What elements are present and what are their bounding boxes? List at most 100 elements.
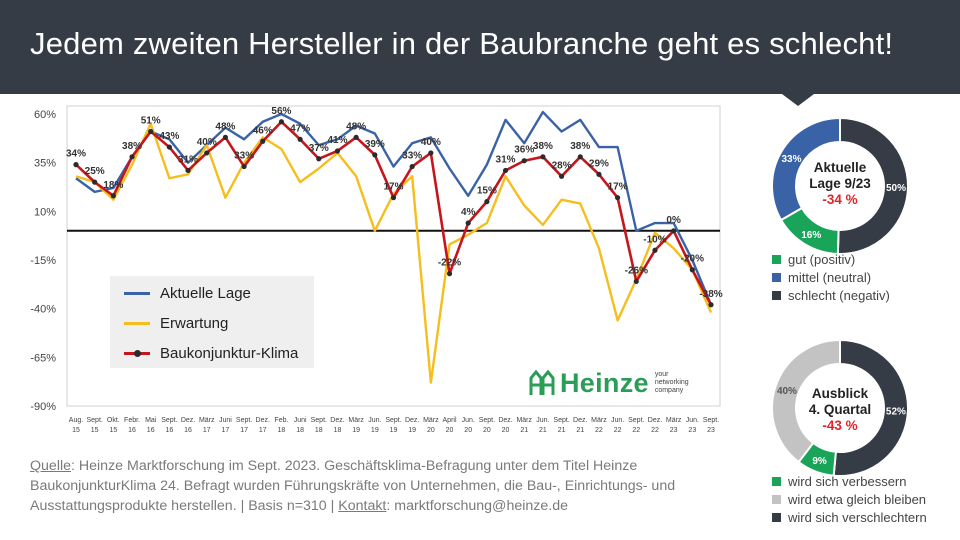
logo-wordmark: Heinze xyxy=(560,367,649,398)
y-tick-label: -40% xyxy=(30,304,56,316)
series-point-baukonjunktur-klima xyxy=(615,195,621,201)
donut-slice-label: 9% xyxy=(812,456,827,467)
series-point-baukonjunktur-klima xyxy=(465,220,471,226)
legend-item-verschlechtern: wird sich verschlechtern xyxy=(772,508,927,526)
data-label: 46% xyxy=(253,125,273,136)
legend-label: gut (positiv) xyxy=(788,251,856,267)
data-label: 33% xyxy=(402,151,422,162)
data-label: 17% xyxy=(383,182,403,193)
x-tick-label: Jun. xyxy=(686,417,699,424)
y-tick-label: 10% xyxy=(34,206,56,218)
data-label: 40% xyxy=(197,137,217,148)
data-label: 41% xyxy=(327,135,347,146)
series-point-baukonjunktur-klima xyxy=(540,154,546,160)
data-label: 39% xyxy=(365,139,385,150)
series-line-aktuelle-lage xyxy=(75,110,713,306)
data-label: -10% xyxy=(643,234,666,245)
donut-outlook-center: Ausblick 4. Quartal -43 % xyxy=(770,386,910,434)
x-tick-label: 20 xyxy=(446,427,454,434)
series-point-baukonjunktur-klima xyxy=(390,195,397,201)
series-point-baukonjunktur-klima xyxy=(185,167,191,174)
data-label: 38% xyxy=(533,141,553,152)
x-tick-label: 19 xyxy=(371,427,379,434)
header-bar: Jedem zweiten Hersteller in der Baubranc… xyxy=(0,0,960,94)
series-point-baukonjunktur-klima xyxy=(166,144,172,150)
source-note: Quelle: Heinze Marktforschung im Sept. 2… xyxy=(30,456,720,516)
x-tick-label: März xyxy=(199,417,215,424)
series-point-baukonjunktur-klima xyxy=(110,193,116,199)
x-tick-label: 18 xyxy=(334,427,342,434)
x-tick-label: März xyxy=(348,417,364,424)
legend-item-gleich: wird etwa gleich bleiben xyxy=(772,490,927,508)
series-point-baukonjunktur-klima xyxy=(708,302,714,308)
donut-slice xyxy=(832,338,910,477)
data-label: 33% xyxy=(234,151,254,162)
series-point-baukonjunktur-klima xyxy=(222,134,229,140)
series-point-baukonjunktur-klima xyxy=(596,171,602,177)
x-tick-label: 19 xyxy=(352,427,360,434)
donut-slice xyxy=(836,116,909,255)
data-label: -38% xyxy=(699,289,722,300)
y-tick-label: -90% xyxy=(30,401,56,413)
chart-legend: Aktuelle Lage Erwartung Baukonjunktur-Kl… xyxy=(110,276,314,368)
x-tick-label: Jun. xyxy=(368,417,381,424)
donut-slice-label: 16% xyxy=(801,230,821,241)
donut-outlook-title-2: 4. Quartal xyxy=(808,402,872,417)
y-tick-label: -15% xyxy=(30,255,56,267)
series-point-baukonjunktur-klima xyxy=(297,136,303,142)
series-point-baukonjunktur-klima xyxy=(689,267,695,273)
x-tick-label: 23 xyxy=(707,427,715,434)
legend-swatch xyxy=(772,476,781,486)
x-tick-label: Sept. xyxy=(385,417,401,424)
x-tick-label: Sept. xyxy=(553,417,569,424)
x-tick-label: 16 xyxy=(128,427,136,434)
series-point-baukonjunktur-klima xyxy=(633,278,639,285)
series-point-baukonjunktur-klima xyxy=(502,167,509,174)
data-label: 29% xyxy=(589,158,609,169)
data-label: 40% xyxy=(421,137,441,148)
x-tick-label: Febr. xyxy=(124,417,140,424)
data-label: 48% xyxy=(346,121,366,132)
x-tick-label: Jun. xyxy=(462,417,475,424)
donut-current-title-1: Aktuelle xyxy=(813,160,867,175)
x-tick-label: Dez. xyxy=(256,417,270,424)
data-label: -26% xyxy=(625,265,648,276)
heinze-logo: Heinze your networking company xyxy=(527,366,701,400)
x-tick-label: 15 xyxy=(72,427,80,434)
series-point-baukonjunktur-klima xyxy=(671,228,677,234)
x-tick-label: 18 xyxy=(278,427,286,434)
legend-marker xyxy=(134,349,141,357)
data-label: 31% xyxy=(496,154,516,165)
data-label: 4% xyxy=(461,207,476,218)
legend-swatch xyxy=(772,512,781,522)
series-point-baukonjunktur-klima xyxy=(484,199,490,205)
x-tick-label: 20 xyxy=(483,427,491,434)
x-tick-label: 22 xyxy=(595,427,603,434)
series-point-baukonjunktur-klima xyxy=(92,179,98,185)
series-point-baukonjunktur-klima xyxy=(446,271,453,277)
series-point-baukonjunktur-klima xyxy=(652,247,658,253)
data-label: 36% xyxy=(514,145,534,156)
x-tick-label: Sept. xyxy=(703,417,719,424)
x-tick-label: Aug. xyxy=(69,417,83,424)
x-tick-label: 19 xyxy=(408,427,416,434)
series-point-baukonjunktur-klima xyxy=(521,158,527,164)
x-tick-label: 15 xyxy=(91,427,99,434)
series-point-baukonjunktur-klima xyxy=(129,154,135,160)
heinze-logo-icon xyxy=(529,369,555,395)
data-label: 47% xyxy=(290,123,310,134)
legend-item-baukonjunktur-klima: Baukonjunktur-Klima xyxy=(124,343,298,363)
legend-item-mittel: mittel (neutral) xyxy=(772,268,890,286)
legend-label: mittel (neutral) xyxy=(788,269,872,285)
y-tick-label: -65% xyxy=(30,352,56,364)
series-point-baukonjunktur-klima xyxy=(204,150,210,156)
donut-outlook-title-1: Ausblick xyxy=(811,386,869,401)
donut-slice xyxy=(771,338,841,464)
x-tick-label: 17 xyxy=(259,427,267,434)
x-tick-label: 23 xyxy=(688,427,696,434)
legend-swatch xyxy=(772,494,781,504)
x-tick-label: 15 xyxy=(109,427,117,434)
donut-chart-outlook: 52% 9% 40% xyxy=(771,338,910,477)
x-tick-label: Dez. xyxy=(181,417,195,424)
donut-chart-current: 50% 16% 33% xyxy=(771,116,909,255)
